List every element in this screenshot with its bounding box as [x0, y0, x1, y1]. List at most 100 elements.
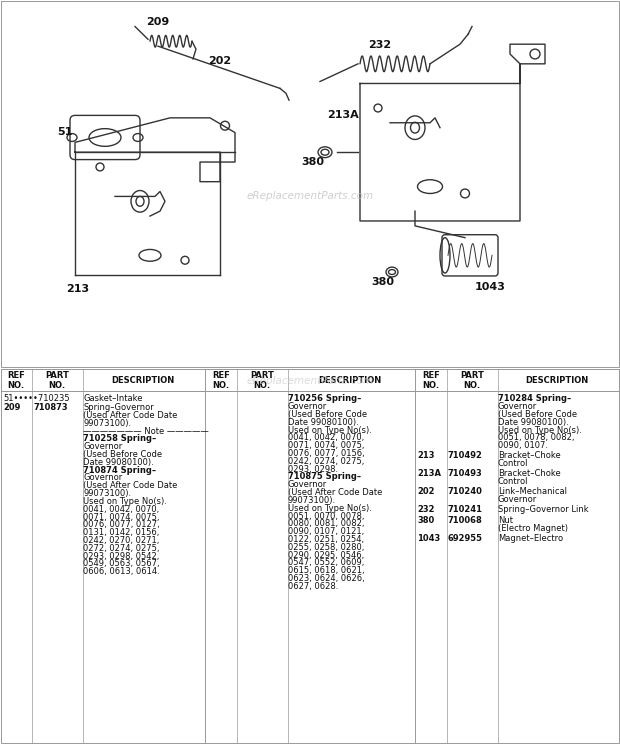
- Text: 0255, 0258, 0280,: 0255, 0258, 0280,: [288, 543, 365, 552]
- Text: 380: 380: [301, 157, 324, 167]
- Text: 0272, 0274, 0275,: 0272, 0274, 0275,: [83, 544, 159, 553]
- Text: Used on Type No(s).: Used on Type No(s).: [288, 426, 372, 434]
- Text: 380: 380: [417, 516, 434, 525]
- Text: 710874 Spring–: 710874 Spring–: [83, 466, 156, 475]
- Text: 0242, 0274, 0275,: 0242, 0274, 0275,: [288, 457, 365, 466]
- Text: 0547, 0552, 0609,: 0547, 0552, 0609,: [288, 559, 365, 568]
- Text: Date 99080100).: Date 99080100).: [83, 458, 154, 466]
- Text: 380: 380: [371, 277, 394, 286]
- Text: 0131, 0142, 0156,: 0131, 0142, 0156,: [83, 528, 159, 537]
- Text: DESCRIPTION: DESCRIPTION: [525, 376, 588, 385]
- Text: 710493: 710493: [447, 469, 482, 478]
- Text: 0076, 0077, 0156,: 0076, 0077, 0156,: [288, 449, 365, 458]
- Text: 51•••••710235: 51•••••710235: [3, 394, 69, 403]
- Text: 0549, 0563, 0567,: 0549, 0563, 0567,: [83, 559, 159, 568]
- Text: 0623, 0624, 0626,: 0623, 0624, 0626,: [288, 574, 365, 583]
- Text: Governor: Governor: [288, 481, 327, 490]
- Text: 213: 213: [417, 451, 435, 460]
- Text: 0615, 0618, 0621,: 0615, 0618, 0621,: [288, 566, 365, 575]
- Text: eReplacementParts.com: eReplacementParts.com: [246, 191, 374, 202]
- Text: 0071, 0074, 0075,: 0071, 0074, 0075,: [288, 441, 365, 450]
- Text: 0080, 0081, 0082,: 0080, 0081, 0082,: [288, 519, 365, 528]
- Text: REF
NO.: REF NO.: [7, 371, 25, 390]
- Text: 710256 Spring–: 710256 Spring–: [288, 394, 361, 403]
- Text: 0242, 0270, 0271,: 0242, 0270, 0271,: [83, 536, 159, 545]
- Text: 710873: 710873: [33, 403, 68, 412]
- Bar: [1, 369, 619, 391]
- Text: 0071, 0074, 0075,: 0071, 0074, 0075,: [83, 513, 159, 522]
- Text: 710240: 710240: [447, 487, 482, 496]
- Text: PART
NO.: PART NO.: [460, 371, 484, 390]
- Text: Gasket–Intake: Gasket–Intake: [83, 394, 143, 403]
- Text: 232: 232: [368, 40, 392, 50]
- Text: Governor: Governor: [83, 442, 122, 451]
- Text: (Used After Code Date: (Used After Code Date: [83, 411, 177, 420]
- Text: 0041, 0042, 0070,: 0041, 0042, 0070,: [288, 434, 365, 443]
- Text: (Used After Code Date: (Used After Code Date: [288, 488, 383, 497]
- Text: Governor: Governor: [498, 403, 538, 411]
- Text: (Used After Code Date: (Used After Code Date: [83, 481, 177, 490]
- Text: 202: 202: [417, 487, 435, 496]
- Text: 692955: 692955: [447, 534, 482, 543]
- Text: Nut: Nut: [498, 516, 513, 525]
- Text: 51: 51: [57, 126, 73, 137]
- Text: Spring–Governor Link: Spring–Governor Link: [498, 505, 588, 514]
- Text: (Used Before Code: (Used Before Code: [498, 410, 577, 419]
- Text: 710284 Spring–: 710284 Spring–: [498, 394, 571, 403]
- Text: (Used Before Code: (Used Before Code: [83, 450, 162, 459]
- Text: 710258 Spring–: 710258 Spring–: [83, 434, 156, 443]
- Text: Magnet–Electro: Magnet–Electro: [498, 534, 563, 543]
- Text: 232: 232: [417, 505, 435, 514]
- Text: Governor: Governor: [288, 403, 327, 411]
- Text: 0293, 0298, 0542,: 0293, 0298, 0542,: [83, 551, 159, 561]
- Text: 0076, 0077, 0127,: 0076, 0077, 0127,: [83, 520, 160, 530]
- Text: 0290, 0295, 0546,: 0290, 0295, 0546,: [288, 551, 365, 559]
- Text: 710068: 710068: [447, 516, 482, 525]
- Text: Control: Control: [498, 459, 528, 468]
- Text: 213A: 213A: [417, 469, 441, 478]
- Text: 1043: 1043: [474, 282, 505, 292]
- Text: 0090, 0107, 0121,: 0090, 0107, 0121,: [288, 527, 365, 536]
- Text: 710241: 710241: [447, 505, 482, 514]
- Text: DESCRIPTION: DESCRIPTION: [319, 376, 382, 385]
- Text: REF
NO.: REF NO.: [422, 371, 440, 390]
- Text: Used on Type No(s).: Used on Type No(s).: [83, 497, 167, 506]
- Text: 209: 209: [3, 403, 20, 412]
- Text: 1043: 1043: [417, 534, 440, 543]
- Text: (Electro Magnet): (Electro Magnet): [498, 524, 568, 533]
- Text: Governor: Governor: [498, 495, 538, 504]
- Text: Used on Type No(s).: Used on Type No(s).: [498, 426, 582, 434]
- Text: 99073100).: 99073100).: [83, 489, 131, 498]
- Text: Bracket–Choke: Bracket–Choke: [498, 469, 560, 478]
- Text: eReplacementParts.com: eReplacementParts.com: [246, 376, 374, 386]
- Text: 0051, 0078, 0082,: 0051, 0078, 0082,: [498, 434, 575, 443]
- Text: Date 99080100).: Date 99080100).: [288, 418, 359, 427]
- Text: REF
NO.: REF NO.: [212, 371, 230, 390]
- Text: Spring–Governor: Spring–Governor: [83, 403, 154, 412]
- Text: 0041, 0042, 0070,: 0041, 0042, 0070,: [83, 504, 159, 514]
- Text: Link–Mechanical: Link–Mechanical: [498, 487, 567, 496]
- Text: (Used Before Code: (Used Before Code: [288, 410, 367, 419]
- Text: 213A: 213A: [327, 110, 359, 120]
- Text: 0122, 0251, 0254,: 0122, 0251, 0254,: [288, 535, 364, 544]
- Text: 99073100).: 99073100).: [288, 496, 336, 505]
- Text: Bracket–Choke: Bracket–Choke: [498, 451, 560, 460]
- Text: Governor: Governor: [83, 473, 122, 482]
- Text: 0627, 0628.: 0627, 0628.: [288, 582, 339, 591]
- Text: 710875 Spring–: 710875 Spring–: [288, 472, 361, 481]
- Text: PART
NO.: PART NO.: [250, 371, 274, 390]
- Text: 202: 202: [208, 56, 231, 65]
- Text: 0606, 0613, 0614.: 0606, 0613, 0614.: [83, 567, 160, 577]
- Text: 213: 213: [66, 283, 89, 294]
- Text: 0090, 0107.: 0090, 0107.: [498, 441, 548, 450]
- Text: Used on Type No(s).: Used on Type No(s).: [288, 504, 372, 513]
- Text: Control: Control: [498, 477, 528, 486]
- Text: ——————— Note —————: ——————— Note —————: [83, 426, 209, 435]
- Text: DESCRIPTION: DESCRIPTION: [112, 376, 175, 385]
- Text: PART
NO.: PART NO.: [45, 371, 69, 390]
- Text: 209: 209: [146, 16, 170, 27]
- Text: 710492: 710492: [447, 451, 482, 460]
- Text: 0051, 0070, 0078,: 0051, 0070, 0078,: [288, 512, 365, 521]
- Text: 99073100).: 99073100).: [83, 419, 131, 428]
- Text: 0293, 0298.: 0293, 0298.: [288, 465, 338, 474]
